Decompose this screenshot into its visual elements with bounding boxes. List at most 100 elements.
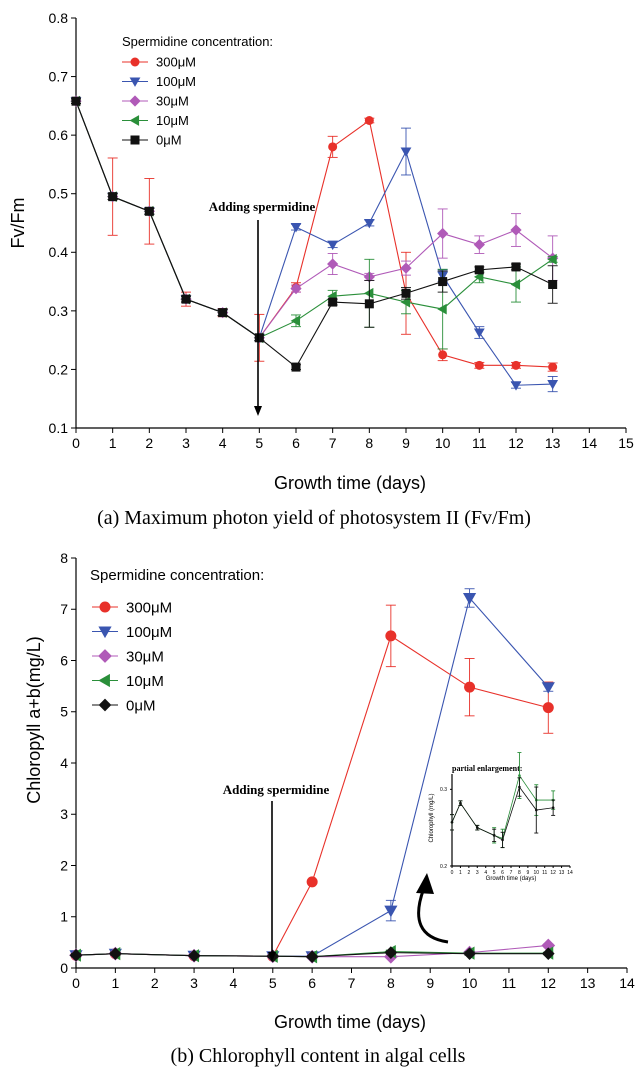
chart-a-x-tick-label: 7 bbox=[329, 435, 337, 451]
chart-a-annotation-arrow bbox=[254, 220, 262, 416]
inset-x-tick-label: 3 bbox=[476, 870, 479, 876]
chart-a-data-point bbox=[291, 362, 301, 372]
chart-a-legend-marker bbox=[130, 57, 140, 67]
chart-a-data-point bbox=[364, 116, 374, 125]
chart-a-data-point bbox=[108, 192, 118, 202]
chart-a-legend: 300μM 100μM 30μM 10μM 0μM bbox=[122, 55, 196, 148]
chart-a-x-tick-label: 14 bbox=[582, 435, 598, 451]
chart-a-ylabel: Fv/Fm bbox=[8, 198, 28, 249]
chart-b-legend-marker bbox=[98, 626, 112, 639]
chart-b-data-point bbox=[541, 947, 555, 960]
chart-a-data-point bbox=[511, 262, 521, 272]
chart-b-legend-label: 0μM bbox=[126, 697, 155, 714]
chart-b-data-point bbox=[385, 630, 397, 642]
chart-a-data-point bbox=[290, 315, 301, 327]
chart-b-series-4 bbox=[69, 946, 555, 964]
chart-b-data-point bbox=[384, 946, 398, 959]
chart-b-x-tick-label: 6 bbox=[308, 975, 316, 991]
chart-a-x-tick-label: 12 bbox=[508, 435, 524, 451]
chart-b-x-tick-label: 14 bbox=[619, 975, 635, 991]
chart-b-x-tick-label: 2 bbox=[151, 975, 159, 991]
chart-b-x-tick-label: 13 bbox=[580, 975, 596, 991]
inset-x-tick-label: 10 bbox=[534, 870, 540, 876]
chart-a-data-point bbox=[474, 360, 484, 370]
inset-title: partial enlargement: bbox=[452, 764, 522, 773]
chart-b-caption: (b) Chlorophyll content in algal cells bbox=[171, 1045, 466, 1067]
chart-a-data-point bbox=[400, 262, 412, 274]
chart-b-y-tick-label: 2 bbox=[60, 857, 68, 873]
chart-a-x-tick-label: 3 bbox=[182, 435, 190, 451]
chart-a-x-tick-label: 8 bbox=[365, 435, 373, 451]
inset-ylabel: Chlorophyll (mg/L) bbox=[429, 793, 435, 842]
chart-a-series-line bbox=[75, 100, 553, 339]
chart-a-y-tick-label: 0.8 bbox=[49, 10, 69, 26]
chart-a-annotation-arrow-head bbox=[254, 406, 262, 416]
chart-b-data-point bbox=[306, 876, 318, 888]
chart-b-legend-title: Spermidine concentration: bbox=[90, 567, 264, 584]
inset-x-tick-label: 8 bbox=[518, 870, 521, 876]
inset-x-tick-label: 6 bbox=[501, 870, 504, 876]
chart-b-y-tick-label: 1 bbox=[60, 909, 68, 925]
inset-chart: partial enlargement: Growth time (days) … bbox=[429, 752, 573, 882]
chart-b-annotation-arrow bbox=[268, 801, 276, 962]
inset-x-tick-label: 11 bbox=[542, 870, 547, 876]
chart-a-data-point bbox=[437, 303, 447, 315]
chart-a-data-point bbox=[438, 350, 448, 360]
chart-a-data-point bbox=[328, 297, 338, 307]
chart-b-legend-label: 30μM bbox=[126, 648, 164, 665]
chart-a-data-point bbox=[547, 380, 559, 390]
chart-b-legend-marker bbox=[98, 649, 112, 663]
chart-b-x-tick-label: 11 bbox=[502, 975, 517, 991]
inset-data-point bbox=[551, 806, 555, 810]
inset-pointer-arrow bbox=[416, 873, 449, 944]
chart-a-legend-title: Spermidine concentration: bbox=[122, 34, 273, 49]
chart-a-data-point bbox=[510, 279, 521, 290]
inset-pointer-shaft bbox=[417, 887, 449, 944]
chart-a-series-3 bbox=[70, 95, 558, 350]
chart-a-data-point bbox=[510, 224, 522, 236]
chart-b-y-tick-label: 4 bbox=[60, 755, 68, 771]
chart-a-data-point bbox=[290, 282, 302, 295]
chart-b-y-tick-label: 7 bbox=[60, 601, 68, 617]
chart-b-x-tick-label: 0 bbox=[72, 975, 80, 991]
inset-data-point bbox=[450, 821, 454, 824]
inset-y-tick-label: 0.2 bbox=[440, 864, 447, 870]
chart-a-legend-label: 10μM bbox=[156, 113, 189, 128]
inset-x-tick-label: 13 bbox=[559, 870, 565, 876]
inset-x-tick-label: 7 bbox=[510, 870, 513, 876]
chart-a-data-point bbox=[473, 239, 485, 251]
inset-y-tick-label: 0.3 bbox=[440, 787, 447, 793]
chart-a-annotation: Adding spermidine bbox=[209, 199, 316, 214]
chart-a-y-tick-label: 0.3 bbox=[49, 303, 69, 319]
chart-a-y-tick-label: 0.5 bbox=[49, 186, 69, 202]
chart-a-data-point bbox=[511, 360, 521, 370]
chart-b-x-tick-label: 9 bbox=[426, 975, 434, 991]
inset-data-point bbox=[475, 826, 479, 829]
chart-b-legend: 300μM 100μM 30μM 10μM 0μM bbox=[92, 599, 172, 714]
chart-a-y-tick-label: 0.1 bbox=[49, 420, 69, 436]
chart-b-data-point bbox=[69, 948, 83, 962]
chart-b-legend-label: 300μM bbox=[126, 599, 172, 616]
chart-a-series-4 bbox=[71, 96, 558, 372]
inset-x-tick-label: 2 bbox=[467, 870, 470, 876]
chart-a-data-point bbox=[363, 287, 374, 299]
inset-x-tick-label: 5 bbox=[493, 870, 496, 876]
chart-b-annotation: Adding spermidine bbox=[223, 782, 330, 797]
inset-data-point bbox=[501, 838, 504, 842]
chart-a-data-point bbox=[363, 218, 375, 229]
chart-a-x-tick-label: 10 bbox=[435, 435, 451, 451]
chart-a-x-tick-label: 4 bbox=[219, 435, 227, 451]
chart-b-y-tick-label: 5 bbox=[60, 704, 68, 720]
chart-a-data-point bbox=[144, 206, 154, 216]
inset-x-tick-label: 12 bbox=[550, 870, 556, 876]
chart-a-data-point bbox=[71, 96, 81, 106]
chart-a-data-point bbox=[254, 333, 264, 343]
chart-b-y-tick-label: 8 bbox=[60, 550, 68, 566]
chart-a-data-point bbox=[181, 294, 191, 304]
chart-a-data-point bbox=[328, 142, 338, 152]
chart-b-x-tick-label: 3 bbox=[190, 975, 198, 991]
chart-b-data-point bbox=[384, 905, 398, 918]
chart-b-legend-marker bbox=[98, 698, 112, 712]
inset-xlabel: Growth time (days) bbox=[486, 876, 537, 882]
chart-a-data-point bbox=[547, 253, 557, 265]
